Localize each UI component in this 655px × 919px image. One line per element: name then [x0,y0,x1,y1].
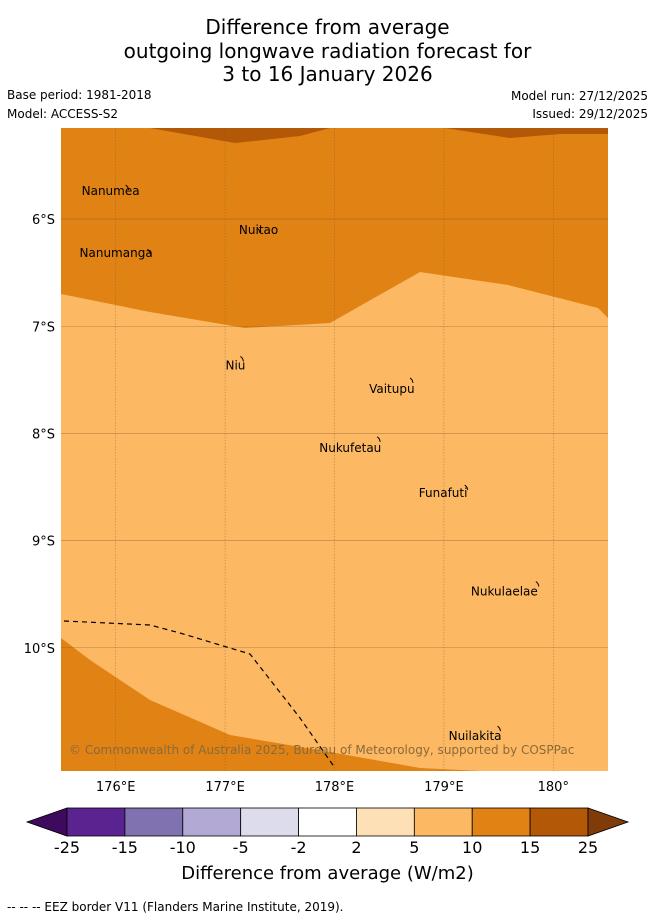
colorbar-tick: 2 [351,838,362,857]
place-label: Vaitupu [369,382,415,396]
colorbar-segment [298,807,357,837]
longitude-label: 180° [538,780,569,795]
colorbar-tick: -10 [169,838,196,857]
colorbar-tick: 15 [519,838,541,857]
colorbar-tick: -2 [290,838,307,857]
longitude-label: 177°E [205,780,245,795]
colorbar-tick: 5 [409,838,420,857]
longitude-label: 176°E [96,780,136,795]
longitude-label: 178°E [315,780,355,795]
colorbar-segment [413,807,473,837]
base-period: Base period: 1981-2018 [7,88,152,102]
colorbar-segment [182,807,242,837]
latitude-label: 9°S [32,535,55,550]
latitude-label: 7°S [32,320,55,335]
latitude-label: 6°S [32,213,55,228]
chart-title: Difference from average outgoing longwav… [0,15,655,87]
island-outline [240,356,244,362]
latitude-label: 10°S [24,642,55,657]
colorbar-tick: -5 [232,838,249,857]
island-outline [535,581,540,587]
colorbar-segment [356,807,415,837]
colorbar-max-extension [587,807,630,837]
colorbar-segment [471,807,531,837]
island-outline [464,484,469,491]
island-outline [497,725,502,732]
island-outline [376,436,381,442]
island-outline [256,227,261,233]
place-label: Nukulaelae [471,584,538,598]
place-label: Funafuti [419,486,468,500]
colorbar-segment [240,807,299,837]
eez-border [63,620,336,769]
colorbar-min-extension [25,807,68,837]
island-outline [147,248,151,255]
colorbar-tick: -15 [111,838,138,857]
anomaly-15-25-region-a [61,128,330,143]
island-outlines [125,184,540,732]
graticule [61,128,608,771]
place-label: Nukufetau [319,441,381,455]
place-label: Niu [226,358,246,372]
longitude-label: 179°E [424,780,464,795]
anomaly-15-25-region-b [330,128,608,138]
place-labels: Nanumea Nuitao Nanumanga Niu Vaitupu Nukufeta… [80,184,538,743]
copyright-notice: © Commonwealth of Australia 2025, Bureau… [69,743,574,757]
title-line-2: outgoing longwave radiation forecast for [123,38,532,63]
colorbar [25,807,630,837]
latitude-labels: 6°S 7°S 8°S 9°S 10°S [24,213,55,657]
title-line-1: Difference from average [205,15,450,39]
longitude-labels: 176°E 177°E 178°E 179°E 180° [96,780,569,795]
colorbar-segment [529,807,589,837]
title-line-3: 3 to 16 January 2026 [222,62,433,86]
colorbar-tick: 25 [577,838,599,857]
latitude-label: 8°S [32,427,55,442]
colorbar-tick: 10 [462,838,483,857]
colorbar-tick: -25 [53,838,81,857]
colorbar-label: Difference from average (W/m2) [181,863,474,884]
island-outline [409,377,414,384]
place-label: Nanumanga [80,246,153,260]
anomaly-10-15-region-south [61,638,480,771]
colorbar-segment [124,807,184,837]
issued-date: Issued: 29/12/2025 [532,107,648,121]
place-label: Nuilakita [449,729,502,743]
eez-legend: -- -- -- EEZ border V11 (Flanders Marine… [7,900,344,914]
model-name: Model: ACCESS-S2 [7,107,119,121]
island-outline [125,184,130,191]
colorbar-segment [66,807,126,837]
model-run: Model run: 27/12/2025 [510,89,648,103]
place-label: Nuitao [239,223,278,237]
place-label: Nanumea [82,184,140,198]
